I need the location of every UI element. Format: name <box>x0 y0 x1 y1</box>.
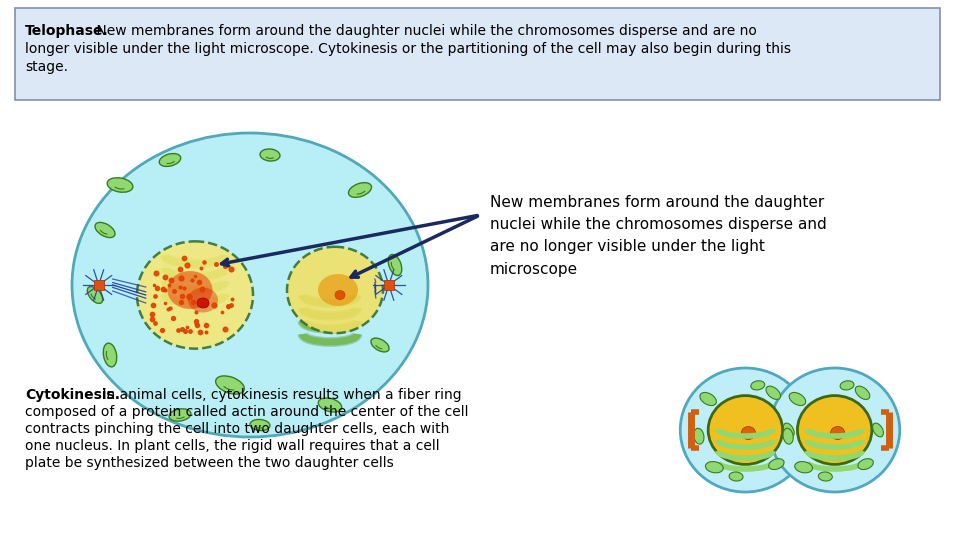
Ellipse shape <box>840 381 854 390</box>
Ellipse shape <box>87 287 103 303</box>
Ellipse shape <box>250 420 270 430</box>
Ellipse shape <box>318 274 358 306</box>
Ellipse shape <box>818 472 832 481</box>
Text: In animal cells, cytokinesis results when a fiber ring: In animal cells, cytokinesis results whe… <box>98 388 462 402</box>
Ellipse shape <box>830 427 845 440</box>
Ellipse shape <box>260 149 280 161</box>
Ellipse shape <box>783 428 793 444</box>
Ellipse shape <box>798 396 872 464</box>
Text: Telophase.: Telophase. <box>25 24 108 38</box>
Ellipse shape <box>348 183 372 197</box>
Ellipse shape <box>783 423 794 437</box>
Ellipse shape <box>873 423 883 437</box>
Ellipse shape <box>388 254 402 275</box>
Text: one nucleus. In plant cells, the rigid wall requires that a cell: one nucleus. In plant cells, the rigid w… <box>25 439 440 453</box>
Ellipse shape <box>197 298 209 308</box>
Ellipse shape <box>167 271 212 309</box>
Ellipse shape <box>137 241 253 349</box>
Ellipse shape <box>72 133 428 437</box>
Ellipse shape <box>766 386 780 400</box>
Ellipse shape <box>789 393 805 406</box>
Ellipse shape <box>694 428 704 444</box>
Text: composed of a protein called actin around the center of the cell: composed of a protein called actin aroun… <box>25 405 468 419</box>
FancyBboxPatch shape <box>15 8 940 100</box>
Ellipse shape <box>795 462 812 473</box>
Ellipse shape <box>371 338 389 352</box>
Ellipse shape <box>751 381 765 390</box>
Ellipse shape <box>104 343 117 367</box>
Text: plate be synthesized between the two daughter cells: plate be synthesized between the two dau… <box>25 456 394 470</box>
Text: stage.: stage. <box>25 60 68 74</box>
Ellipse shape <box>700 393 716 406</box>
Ellipse shape <box>729 472 743 481</box>
Ellipse shape <box>216 376 245 394</box>
Text: contracts pinching the cell into two daughter cells, each with: contracts pinching the cell into two dau… <box>25 422 449 436</box>
Ellipse shape <box>169 409 191 421</box>
Ellipse shape <box>159 153 180 166</box>
Ellipse shape <box>287 247 383 333</box>
Ellipse shape <box>770 368 900 492</box>
Ellipse shape <box>108 178 132 192</box>
Ellipse shape <box>335 291 345 300</box>
Ellipse shape <box>319 398 342 412</box>
Ellipse shape <box>741 427 756 440</box>
Ellipse shape <box>188 287 218 313</box>
Ellipse shape <box>708 396 782 464</box>
Text: New membranes form around the daughter
nuclei while the chromosomes disperse and: New membranes form around the daughter n… <box>490 195 827 276</box>
Ellipse shape <box>681 368 810 492</box>
Ellipse shape <box>769 458 784 470</box>
Ellipse shape <box>858 458 874 470</box>
Text: longer visible under the light microscope. Cytokinesis or the partitioning of th: longer visible under the light microscop… <box>25 42 791 56</box>
Text: New membranes form around the daughter nuclei while the chromosomes disperse and: New membranes form around the daughter n… <box>92 24 756 38</box>
Ellipse shape <box>855 386 870 400</box>
Ellipse shape <box>95 222 115 238</box>
Text: Cytokinesis.: Cytokinesis. <box>25 388 120 402</box>
Ellipse shape <box>706 462 723 473</box>
